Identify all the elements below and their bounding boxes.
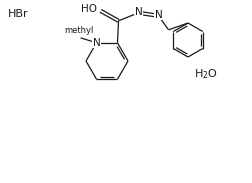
Text: H: H (194, 69, 203, 79)
Text: HBr: HBr (8, 9, 28, 19)
Text: N: N (154, 10, 162, 20)
Text: N: N (134, 7, 142, 17)
Text: methyl: methyl (64, 26, 93, 35)
Text: O: O (206, 69, 215, 79)
Text: 2: 2 (202, 72, 206, 81)
Text: HO: HO (81, 4, 97, 14)
Text: N: N (92, 38, 100, 48)
